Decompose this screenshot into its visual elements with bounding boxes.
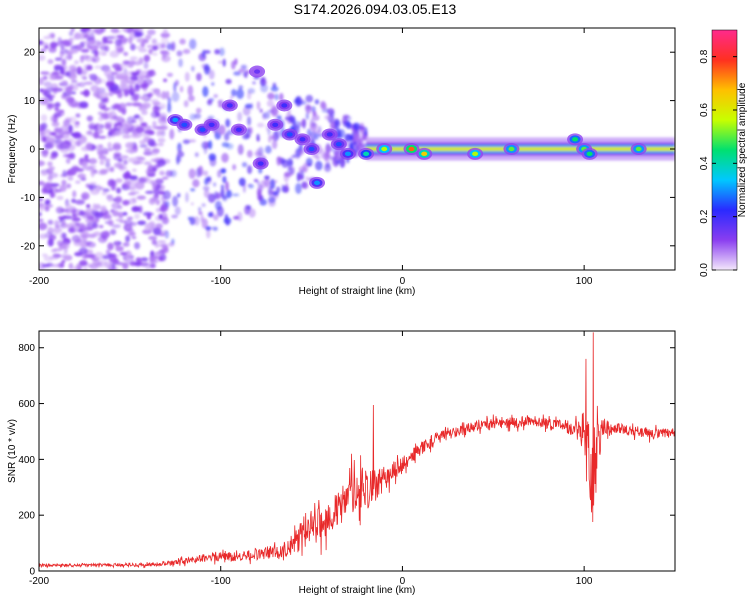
colorbar-tick-label: 0.0 bbox=[699, 263, 710, 277]
snr-x-tick-label: -200 bbox=[29, 576, 49, 587]
snr-x-tick-label: -100 bbox=[211, 576, 231, 587]
spectrogram-feature bbox=[249, 65, 266, 78]
snr-y-tick-label: 200 bbox=[18, 511, 35, 522]
snr-series-line bbox=[39, 332, 675, 569]
spectrogram-marks bbox=[39, 28, 675, 270]
spectrogram-feature bbox=[358, 147, 375, 160]
spectrogram-feature bbox=[330, 138, 347, 151]
snr-y-label: SNR (10 * v/v) bbox=[7, 419, 18, 483]
spectrogram-x-label: Height of straight line (km) bbox=[299, 286, 416, 297]
spectrogram-feature bbox=[276, 99, 293, 112]
snr-x-ticks: -200 -100 0 100 bbox=[29, 331, 593, 587]
spectrogram-y-tick-label: -10 bbox=[21, 193, 36, 204]
spectrogram-feature bbox=[176, 118, 193, 131]
spectrogram-feature bbox=[294, 133, 311, 146]
colorbar-label: Normalized spectral amplitude bbox=[737, 82, 748, 217]
colorbar-tick-label: 0.8 bbox=[699, 49, 710, 63]
figure-title: S174.2026.094.03.05.E13 bbox=[294, 1, 457, 17]
snr-y-tick-label: 600 bbox=[18, 399, 35, 410]
spectrogram-x-tick-label: 100 bbox=[576, 276, 593, 287]
spectrogram-feature bbox=[503, 143, 520, 155]
spectrogram-feature bbox=[339, 147, 356, 160]
spectrogram-x-tick-label: -100 bbox=[211, 276, 231, 287]
spectrogram-feature bbox=[309, 176, 326, 189]
snr-panel: -200 -100 0 100 0 200 400 600 800 Height of str… bbox=[7, 330, 676, 596]
snr-x-label: Height of straight line (km) bbox=[299, 585, 416, 596]
spectrogram-feature bbox=[403, 143, 420, 155]
spectrogram-feature bbox=[267, 118, 284, 131]
spectrogram-feature bbox=[376, 143, 393, 155]
spectrogram-feature bbox=[321, 128, 338, 141]
spectrogram-feature bbox=[630, 143, 647, 155]
spectrogram-y-tick-label: 0 bbox=[29, 145, 35, 156]
spectrogram-x-ticks: -200 -100 0 100 bbox=[29, 28, 593, 287]
spectrogram-feature bbox=[221, 99, 238, 112]
spectrogram-noise bbox=[39, 28, 675, 270]
spectrogram-feature bbox=[416, 147, 433, 160]
colorbar-tick-label: 0.6 bbox=[699, 103, 710, 117]
snr-background bbox=[39, 331, 675, 571]
snr-y-tick-label: 800 bbox=[18, 343, 35, 354]
snr-x-tick-label: 0 bbox=[400, 576, 406, 587]
snr-x-tick-label: 100 bbox=[576, 576, 593, 587]
spectrogram-feature bbox=[281, 128, 298, 141]
spectrogram-y-label: Frequency (Hz) bbox=[7, 115, 18, 184]
colorbar-tick-label: 0.2 bbox=[699, 209, 710, 223]
spectrogram-y-tick-label: -20 bbox=[21, 241, 36, 252]
colorbar: 0.0 0.2 0.4 0.6 0.8 Normalized spectral ampl… bbox=[699, 29, 748, 277]
colorbar-gradient bbox=[711, 29, 738, 271]
spectrogram-y-ticks: -20 -10 0 10 20 bbox=[21, 48, 675, 252]
colorbar-tick-label: 0.4 bbox=[699, 156, 710, 170]
snr-y-tick-label: 400 bbox=[18, 455, 35, 466]
spectrogram-feature bbox=[467, 147, 484, 160]
colorbar-ticks: 0.0 0.2 0.4 0.6 0.8 bbox=[699, 49, 737, 277]
snr-y-tick-label: 0 bbox=[29, 567, 35, 578]
snr-frame bbox=[38, 330, 676, 572]
spectrogram-x-tick-label: 0 bbox=[400, 276, 406, 287]
spectrogram-y-tick-label: 20 bbox=[24, 48, 36, 59]
spectrogram-feature bbox=[252, 157, 269, 170]
spectrogram-feature bbox=[230, 123, 247, 136]
spectrogram-feature bbox=[303, 143, 320, 155]
spectrogram-feature bbox=[203, 118, 220, 131]
spectrogram-x-tick-label: -200 bbox=[29, 276, 49, 287]
spectrogram-feature bbox=[567, 133, 584, 146]
snr-y-ticks: 0 200 400 600 800 bbox=[18, 343, 675, 578]
spectrogram-y-tick-label: 10 bbox=[24, 96, 36, 107]
spectrogram-feature bbox=[581, 147, 598, 160]
